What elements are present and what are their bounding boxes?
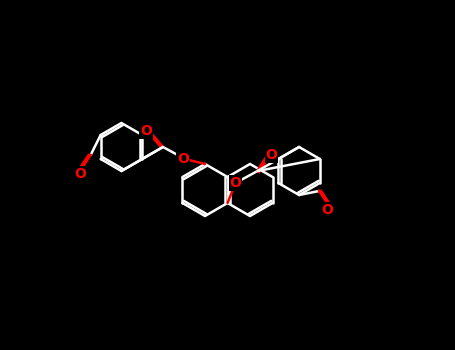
Text: O: O [321, 203, 333, 217]
Text: O: O [140, 124, 152, 138]
Text: O: O [75, 167, 86, 181]
Text: O: O [177, 152, 189, 166]
Text: O: O [230, 176, 242, 190]
Text: O: O [266, 148, 278, 162]
